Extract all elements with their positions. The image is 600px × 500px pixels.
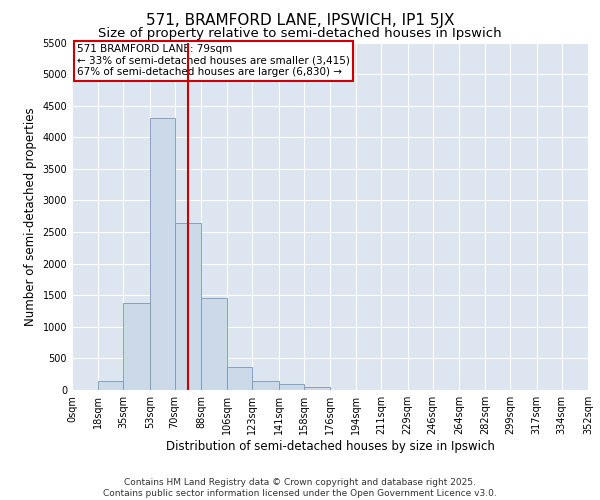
Bar bbox=[98, 380, 124, 390]
Bar bbox=[253, 380, 278, 390]
Bar bbox=[304, 388, 330, 390]
Bar bbox=[124, 303, 149, 390]
X-axis label: Distribution of semi-detached houses by size in Ipswich: Distribution of semi-detached houses by … bbox=[166, 440, 494, 453]
Bar bbox=[227, 366, 253, 390]
Y-axis label: Number of semi-detached properties: Number of semi-detached properties bbox=[24, 107, 37, 326]
Bar bbox=[149, 118, 175, 390]
Text: Size of property relative to semi-detached houses in Ipswich: Size of property relative to semi-detach… bbox=[98, 28, 502, 40]
Bar bbox=[201, 298, 227, 390]
Text: Contains HM Land Registry data © Crown copyright and database right 2025.
Contai: Contains HM Land Registry data © Crown c… bbox=[103, 478, 497, 498]
Text: 571 BRAMFORD LANE: 79sqm
← 33% of semi-detached houses are smaller (3,415)
67% o: 571 BRAMFORD LANE: 79sqm ← 33% of semi-d… bbox=[77, 44, 350, 78]
Bar bbox=[278, 384, 304, 390]
Text: 571, BRAMFORD LANE, IPSWICH, IP1 5JX: 571, BRAMFORD LANE, IPSWICH, IP1 5JX bbox=[146, 12, 454, 28]
Bar bbox=[175, 222, 201, 390]
